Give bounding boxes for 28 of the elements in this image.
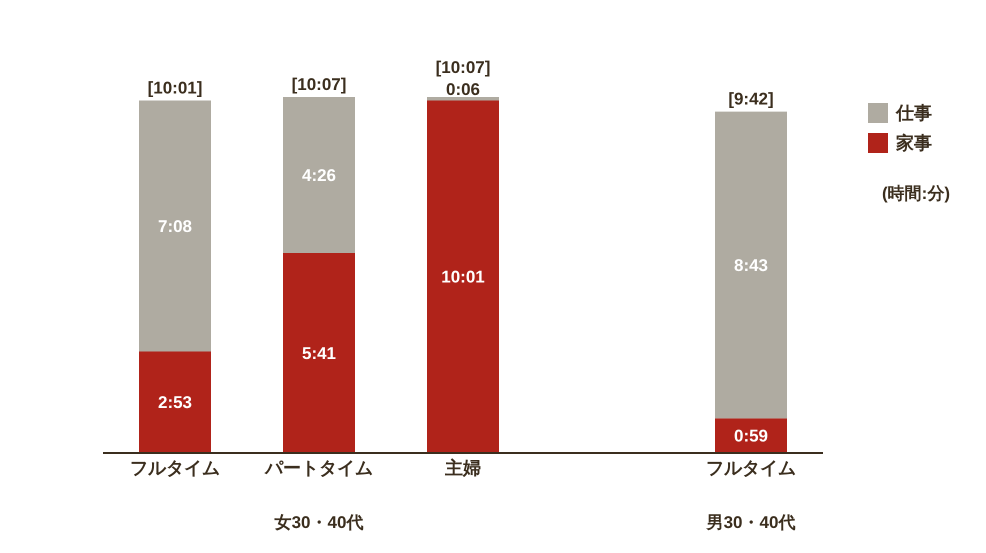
legend-label: 家事: [896, 132, 932, 155]
text: 男30・40代: [706, 512, 796, 534]
bar: [427, 97, 499, 101]
total-label: [9:42]: [728, 90, 774, 109]
x-tick-label: パートタイム: [264, 458, 373, 478]
x-tick-label: フルタイム: [706, 458, 796, 478]
total-label: [10:01]: [148, 78, 202, 98]
bar: [427, 100, 499, 453]
bar: [283, 97, 355, 254]
data-label: 5:41: [302, 344, 336, 363]
text: 女30・40代: [274, 512, 364, 534]
bar: [139, 100, 211, 352]
bar: [139, 352, 211, 453]
x-tick-label: 主婦: [444, 458, 481, 478]
data-label: 0:59: [734, 426, 768, 446]
data-label: 7:08: [158, 217, 192, 236]
data-label: 10:01: [441, 268, 485, 287]
bar: [715, 112, 787, 418]
text: (時間:分): [882, 183, 950, 205]
data-label: 2:53: [158, 393, 192, 412]
data-label: 8:43: [734, 256, 768, 275]
bar: [283, 253, 355, 453]
x-tick-label: フルタイム: [130, 458, 220, 478]
total-label: [10:07]: [292, 75, 346, 94]
data-label: 0:06: [446, 80, 480, 99]
data-label: 4:26: [302, 166, 336, 185]
total-label: [10:07]: [436, 58, 490, 77]
legend-label: 仕事: [896, 102, 932, 125]
